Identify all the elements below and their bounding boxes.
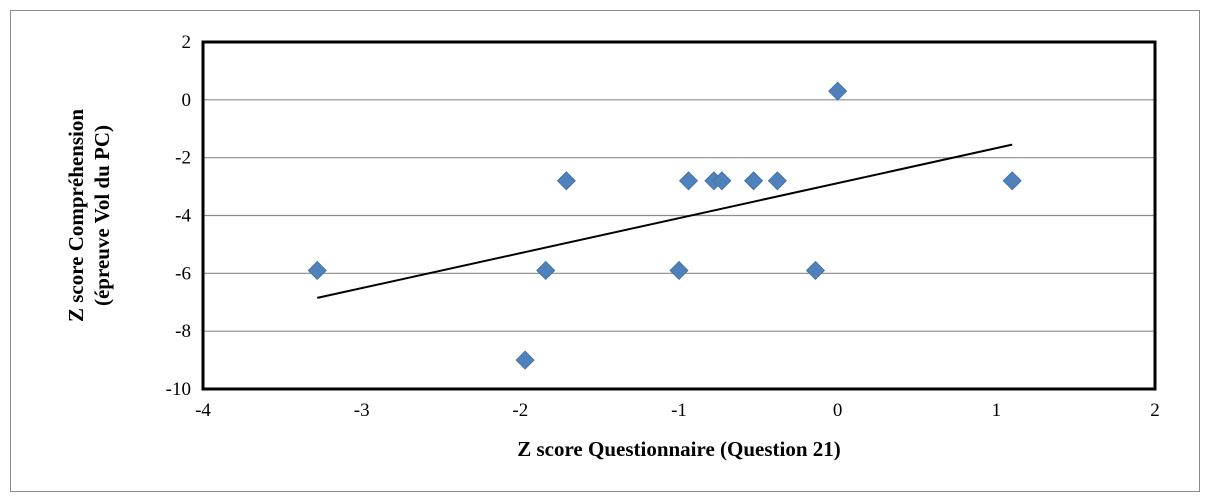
data-point bbox=[515, 350, 535, 370]
y-tick-label: -8 bbox=[175, 321, 191, 342]
data-point bbox=[744, 171, 764, 191]
x-tick-label: -2 bbox=[512, 400, 528, 421]
y-tick-label: 2 bbox=[182, 32, 192, 53]
data-point bbox=[536, 260, 556, 281]
x-tick-labels: -4 -3 -2 -1 0 1 2 bbox=[195, 400, 1160, 421]
plot-area-border bbox=[201, 40, 1157, 391]
data-point bbox=[828, 81, 848, 101]
y-axis-title-line-1: Z score Compréhension bbox=[64, 109, 88, 322]
y-axis-title: Z score Compréhension (épreuve Vol du PC… bbox=[64, 109, 114, 322]
y-tick-label: 0 bbox=[182, 90, 192, 111]
data-points bbox=[307, 81, 1022, 370]
trendline bbox=[317, 143, 1013, 299]
x-axis-title: Z score Questionnaire (Question 21) bbox=[517, 437, 841, 461]
data-point bbox=[669, 260, 689, 281]
y-tick-label: -10 bbox=[166, 379, 191, 400]
data-point bbox=[307, 260, 327, 281]
data-point bbox=[1002, 171, 1022, 191]
x-tick-label: -4 bbox=[195, 400, 211, 421]
data-point bbox=[556, 171, 576, 191]
data-point bbox=[767, 171, 787, 191]
x-tick-label: 2 bbox=[1150, 400, 1160, 421]
x-tick-label: 1 bbox=[992, 400, 1002, 421]
data-point bbox=[712, 171, 732, 191]
x-tick-label: -1 bbox=[671, 400, 687, 421]
y-tick-label: -6 bbox=[175, 263, 191, 284]
y-tick-label: -2 bbox=[175, 148, 191, 169]
x-tick-label: -3 bbox=[354, 400, 370, 421]
gridlines bbox=[203, 99, 1155, 332]
x-tick-label: 0 bbox=[833, 400, 843, 421]
y-tick-label: -4 bbox=[175, 206, 191, 227]
y-axis-title-line-2: (épreuve Vol du PC) bbox=[90, 125, 114, 306]
y-tick-labels: -10 -8 -6 -4 -2 0 2 bbox=[166, 32, 192, 400]
trendline-layer bbox=[317, 143, 1013, 299]
scatter-chart: -4 -3 -2 -1 0 1 2 -10-8-6-4-202 Z score Questi… bbox=[64, 32, 1160, 461]
data-point bbox=[805, 260, 826, 281]
data-point bbox=[678, 171, 699, 191]
chart-frame: -4 -3 -2 -1 0 1 2 -10 -8 -6 -4 -2 0 2 Z score Questi… bbox=[10, 10, 1200, 492]
